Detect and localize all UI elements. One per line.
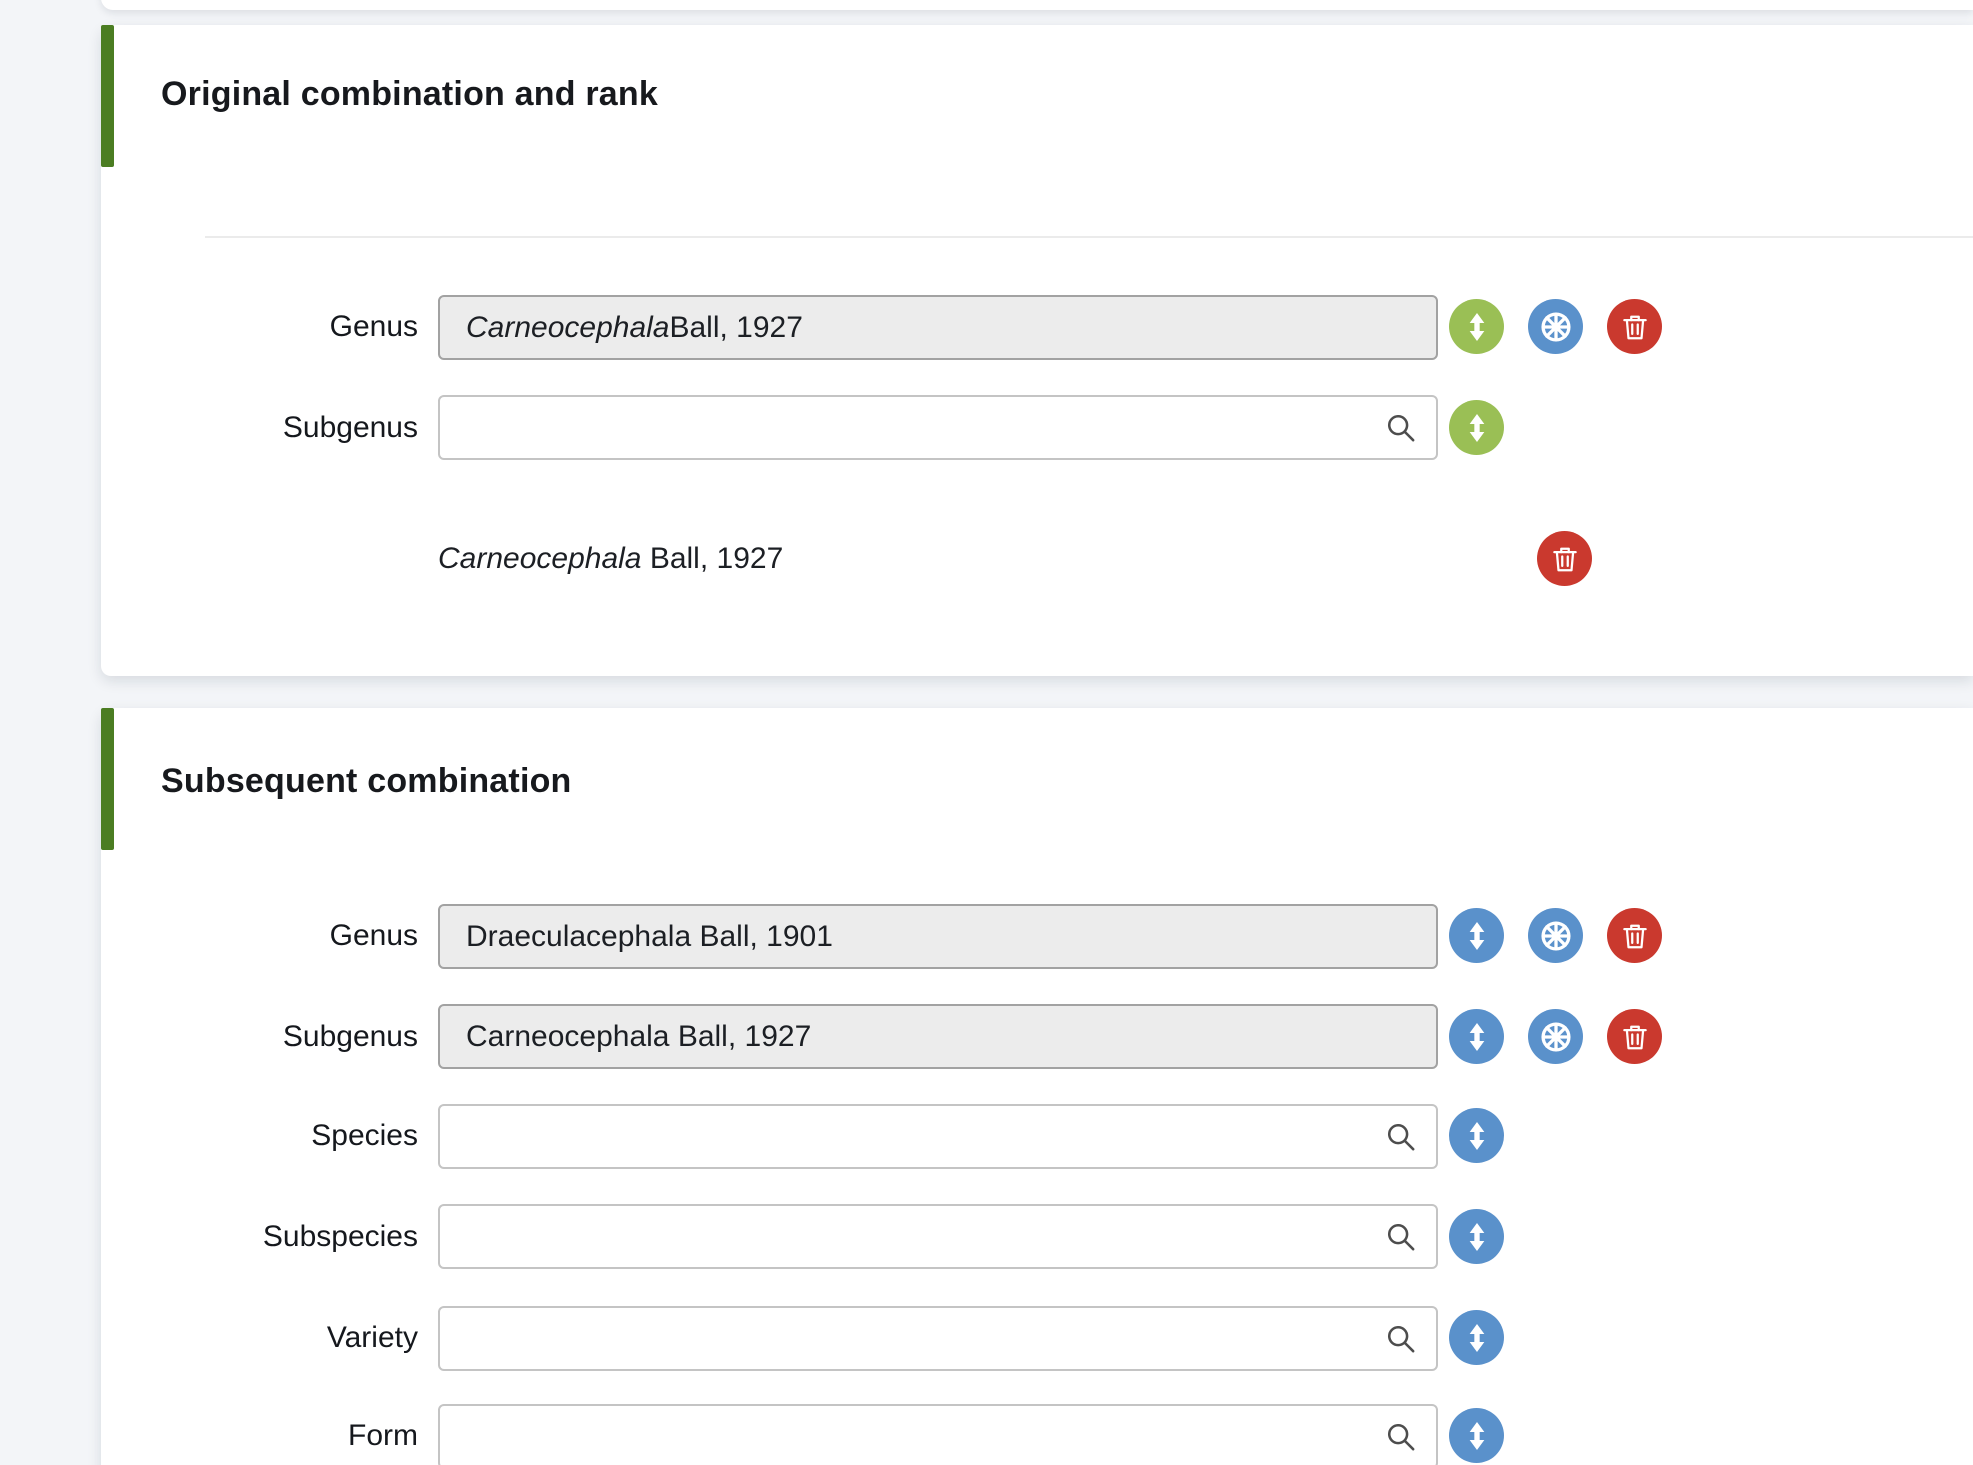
trash-icon (1622, 924, 1647, 948)
delete-button[interactable] (1607, 299, 1662, 354)
panel-accent-bar (101, 25, 114, 167)
reorder-button[interactable] (1449, 1310, 1504, 1365)
up-down-arrow-icon (1469, 1022, 1484, 1051)
genus-field: Draeculacephala Ball, 1901 (438, 904, 1438, 969)
delete-button[interactable] (1607, 1009, 1662, 1064)
reorder-button[interactable] (1449, 1108, 1504, 1163)
up-down-arrow-icon (1469, 921, 1484, 950)
trash-icon (1622, 315, 1647, 339)
subgenus-value: Carneocephala Ball, 1927 (466, 1019, 812, 1053)
field-label-genus: Genus (329, 310, 418, 343)
combination-preview: Carneocephala Ball, 1927 (438, 541, 783, 577)
radial-annotator-button[interactable] (1528, 908, 1583, 963)
panel-accent-bar (101, 708, 114, 850)
up-down-arrow-icon (1469, 312, 1484, 341)
reorder-button[interactable] (1449, 299, 1504, 354)
genus-field: Carneocephala Ball, 1927 (438, 295, 1438, 360)
previous-card-bottom-edge (101, 0, 1973, 10)
subgenus-field: Carneocephala Ball, 1927 (438, 1004, 1438, 1069)
panel-subsequent-combination: Subsequent combination Genus Draeculacep… (101, 708, 1973, 1465)
reorder-button[interactable] (1449, 1009, 1504, 1064)
separator (205, 236, 1973, 238)
field-label-subgenus: Subgenus (282, 411, 418, 444)
reorder-button[interactable] (1449, 1408, 1504, 1463)
variety-input[interactable] (438, 1306, 1438, 1371)
reorder-button[interactable] (1449, 400, 1504, 455)
genus-value: Draeculacephala Ball, 1901 (466, 919, 833, 953)
field-label-form: Form (348, 1419, 418, 1452)
species-input[interactable] (438, 1104, 1438, 1169)
field-label-subspecies: Subspecies (262, 1220, 418, 1253)
radial-annotator-icon (1540, 920, 1571, 951)
radial-annotator-button[interactable] (1528, 1009, 1583, 1064)
genus-author: Ball, 1927 (669, 310, 803, 344)
up-down-arrow-icon (1469, 413, 1484, 442)
trash-icon (1622, 1025, 1647, 1049)
field-label-variety: Variety (326, 1321, 418, 1354)
panel-original-combination: Original combination and rank Genus Carn… (101, 25, 1973, 676)
preview-name: Carneocephala (438, 542, 642, 575)
preview-author: Ball, 1927 (641, 542, 784, 575)
genus-name: Carneocephala (466, 310, 670, 344)
field-label-subgenus: Subgenus (282, 1020, 418, 1053)
trash-icon (1552, 547, 1577, 571)
reorder-button[interactable] (1449, 908, 1504, 963)
subgenus-input[interactable] (438, 395, 1438, 460)
field-label-genus: Genus (329, 919, 418, 952)
delete-button[interactable] (1607, 908, 1662, 963)
up-down-arrow-icon (1469, 1323, 1484, 1352)
delete-preview-button[interactable] (1537, 531, 1592, 586)
field-label-species: Species (311, 1119, 418, 1152)
reorder-button[interactable] (1449, 1209, 1504, 1264)
panel-title: Original combination and rank (161, 75, 658, 113)
up-down-arrow-icon (1469, 1421, 1484, 1450)
subspecies-input[interactable] (438, 1204, 1438, 1269)
radial-annotator-button[interactable] (1528, 299, 1583, 354)
form-input[interactable] (438, 1404, 1438, 1465)
radial-annotator-icon (1540, 311, 1571, 342)
panel-title: Subsequent combination (161, 762, 572, 800)
up-down-arrow-icon (1469, 1222, 1484, 1251)
up-down-arrow-icon (1469, 1121, 1484, 1150)
radial-annotator-icon (1540, 1021, 1571, 1052)
